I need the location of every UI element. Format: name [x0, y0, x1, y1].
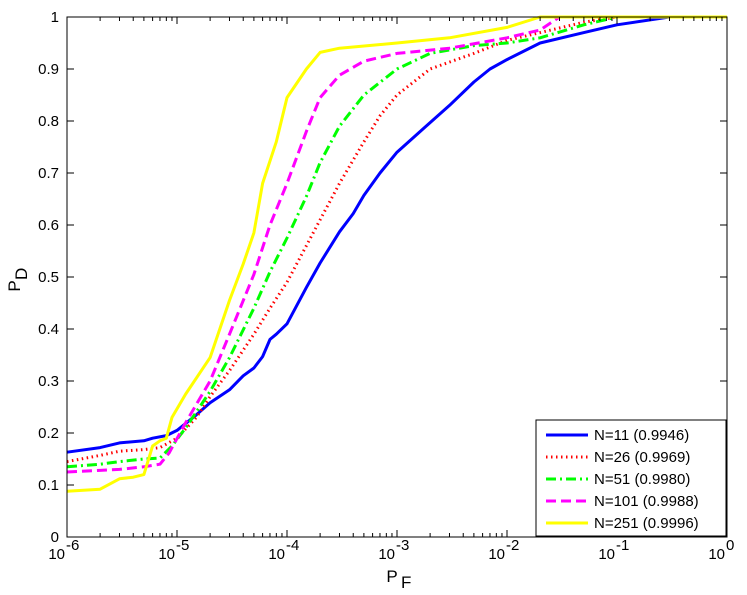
y-tick-label: 0.6	[38, 217, 59, 234]
x-tick-exponent: -4	[286, 537, 299, 554]
legend-label-0: N=11 (0.9946)	[594, 427, 689, 444]
legend-label-3: N=101 (0.9988)	[594, 493, 699, 510]
y-axis-label-sub: D	[12, 268, 31, 280]
x-tick-label: 10	[488, 546, 505, 563]
x-tick-label: 10	[708, 546, 725, 563]
x-tick-exponent: -6	[66, 537, 79, 554]
y-tick-label: 0.4	[38, 321, 59, 338]
legend-label-2: N=51 (0.9980)	[594, 471, 690, 488]
x-tick-label: 10	[158, 546, 175, 563]
x-tick-label: 10	[48, 546, 65, 563]
series-line-0	[66, 15, 727, 454]
legend: N=11 (0.9946) N=26 (0.9969) N=51 (0.9980) N…	[535, 419, 727, 537]
x-axis-label: P	[386, 567, 397, 586]
y-tick-label: 0.8	[38, 113, 59, 130]
y-tick-label: 0	[51, 529, 59, 546]
x-tick-label: 10	[378, 546, 395, 563]
y-tick-label: 0.5	[38, 269, 59, 286]
y-tick-label: 0.1	[38, 477, 59, 494]
x-tick-label: 10	[598, 546, 615, 563]
y-tick-label: 0.9	[38, 61, 59, 78]
y-axis-label-group: PD	[5, 268, 31, 292]
x-tick-exponent: -5	[176, 537, 189, 554]
legend-label-4: N=251 (0.9996)	[594, 515, 699, 532]
series-line-3	[66, 15, 727, 474]
x-tick-exponent: -2	[506, 537, 519, 554]
series-line-4	[66, 15, 727, 493]
x-tick-exponent: -1	[616, 537, 629, 554]
y-axis-label: P	[5, 280, 24, 291]
x-axis-label-sub: F	[401, 573, 411, 592]
x-tick-exponent: -3	[396, 537, 409, 554]
x-tick-label: 10	[268, 546, 285, 563]
y-tick-label: 0.3	[38, 373, 59, 390]
legend-label-1: N=26 (0.9969)	[594, 449, 690, 466]
y-tick-label: 0.7	[38, 165, 59, 182]
series-line-1	[66, 15, 727, 464]
y-tick-label: 1	[51, 9, 59, 26]
plot-area	[66, 15, 727, 493]
y-tick-label: 0.2	[38, 425, 59, 442]
x-tick-exponent: 0	[726, 537, 734, 554]
